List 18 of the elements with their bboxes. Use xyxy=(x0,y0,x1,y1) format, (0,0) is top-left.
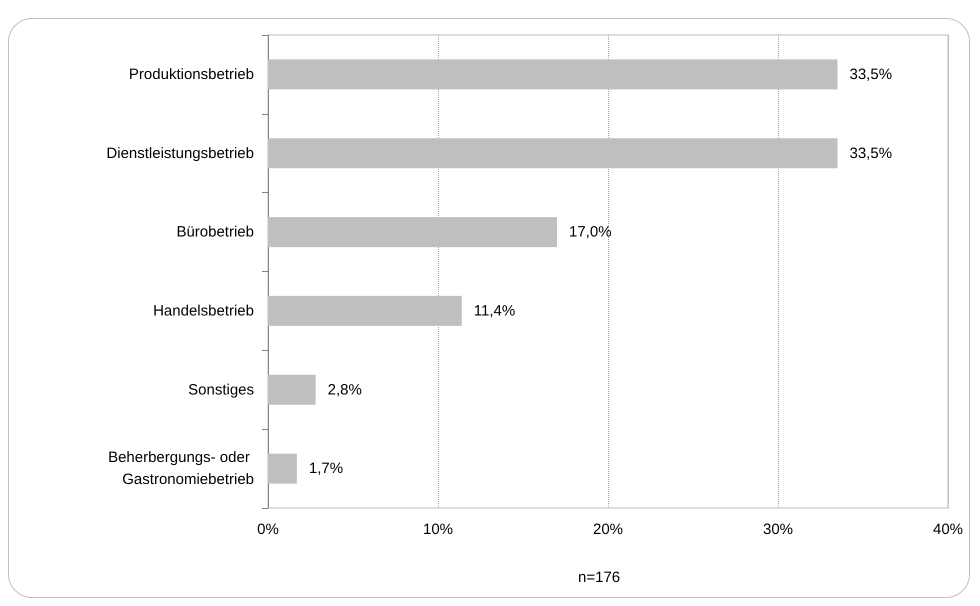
y-tick-label: Handelsbetrieb xyxy=(153,302,254,320)
x-tick-label: 30% xyxy=(762,521,794,538)
data-label: 33,5% xyxy=(850,144,892,162)
x-tick-label: 40% xyxy=(932,521,964,538)
x-tick-label: 20% xyxy=(592,521,624,538)
data-label: 33,5% xyxy=(850,66,892,83)
data-label: 17,0% xyxy=(569,224,612,241)
y-tick-label: Sonstiges xyxy=(188,381,254,398)
y-tick-label: Bürobetrieb xyxy=(176,224,254,241)
data-label: 2,8% xyxy=(328,381,362,398)
x-tick-label: 0% xyxy=(257,521,279,538)
y-tick-label: Produktionsbetrieb xyxy=(128,66,254,83)
data-label: 11,4% xyxy=(474,302,516,320)
y-tick-label: Dienstleistungsbetrieb xyxy=(106,144,254,162)
data-label: 1,7% xyxy=(308,460,344,478)
x-tick-label: 10% xyxy=(422,521,454,538)
y-tick-label: Beherbergungs- oder Gastronomiebetrieb xyxy=(108,449,254,488)
text: n=176 xyxy=(578,569,620,586)
